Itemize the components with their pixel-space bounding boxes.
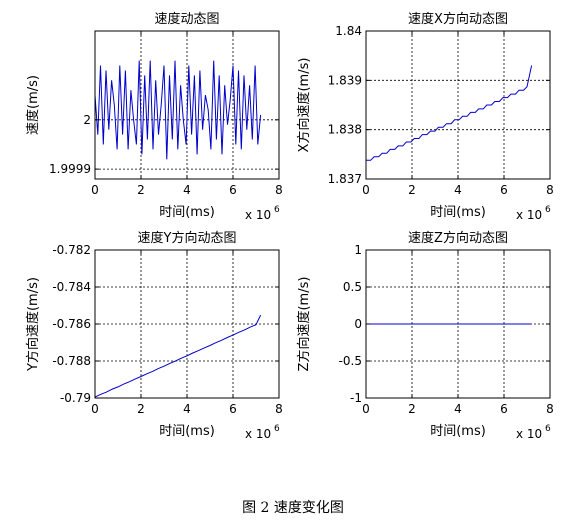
y-tick-label: 1.9999 [49,162,91,176]
y-axis-label: X方向速度(m/s) [296,58,312,153]
x-axis-label: 时间(ms) [430,205,486,220]
x-axis-label: 时间(ms) [159,205,215,220]
x-exponent-label: x 10 [516,208,542,222]
x-exponent-power: 6 [545,205,551,215]
chart-title: 速度Y方向动态图 [138,230,237,246]
y-tick-label: -0.5 [339,354,362,368]
y-tick-label: -1 [350,391,362,405]
y-tick-label: -0.784 [52,280,91,294]
y-tick-label: -0.782 [52,243,91,257]
x-exponent-label: x 10 [245,208,271,222]
chart-title: 速度动态图 [154,11,219,27]
y-tick-label: -0.788 [52,354,91,368]
y-tick-label: -0.786 [52,317,91,331]
x-tick-label: 6 [229,402,237,416]
y-tick-label: 1.84 [335,24,362,38]
x-tick-label: 0 [362,402,370,416]
x-tick-label: 2 [137,402,145,416]
y-tick-label: 1 [354,243,362,257]
y-tick-label: 0 [354,317,362,331]
x-tick-label: 4 [183,183,191,197]
x-tick-label: 4 [183,402,191,416]
x-tick-label: 6 [229,183,237,197]
x-exponent-label: x 10 [245,427,271,441]
y-axis-label: Y方向速度(m/s) [25,277,41,372]
x-exponent-power: 6 [274,424,280,434]
x-tick-label: 0 [91,402,99,416]
x-tick-label: 8 [546,183,554,197]
x-axis-label: 时间(ms) [430,424,486,439]
x-tick-label: 6 [500,402,508,416]
x-exponent-power: 6 [274,205,280,215]
x-tick-label: 8 [275,183,283,197]
chart-title: 速度Z方向动态图 [408,230,508,246]
x-tick-label: 8 [275,402,283,416]
chart-title: 速度X方向动态图 [408,11,508,27]
x-exponent-power: 6 [545,424,551,434]
x-axis-label: 时间(ms) [159,424,215,439]
x-exponent-label: x 10 [516,427,542,441]
x-tick-label: 6 [500,183,508,197]
x-tick-label: 4 [454,183,462,197]
series-line [95,60,262,160]
series-line [366,65,533,161]
y-tick-label: 1.837 [328,172,362,186]
x-tick-label: 2 [408,183,416,197]
y-axis-label: Z方向速度(m/s) [296,277,312,372]
y-axis-label: 速度(m/s) [25,75,41,135]
y-tick-label: -0.79 [60,391,91,405]
x-tick-label: 0 [362,183,370,197]
x-tick-label: 2 [137,183,145,197]
y-tick-label: 1.838 [328,123,362,137]
figure-caption: 图 2 速度变化图 [242,500,344,516]
x-tick-label: 2 [408,402,416,416]
y-tick-label: 1.839 [328,73,362,87]
x-tick-label: 4 [454,402,462,416]
x-tick-label: 0 [91,183,99,197]
x-tick-label: 8 [546,402,554,416]
y-tick-label: 2 [83,113,91,127]
series-line [95,314,262,398]
chart-speed-y: 0 2 4 6 8 -0.79 -0.788 -0.786 -0.784 -0.782 速度Y方向动… [25,230,283,441]
y-tick-label: 0.5 [343,280,362,294]
